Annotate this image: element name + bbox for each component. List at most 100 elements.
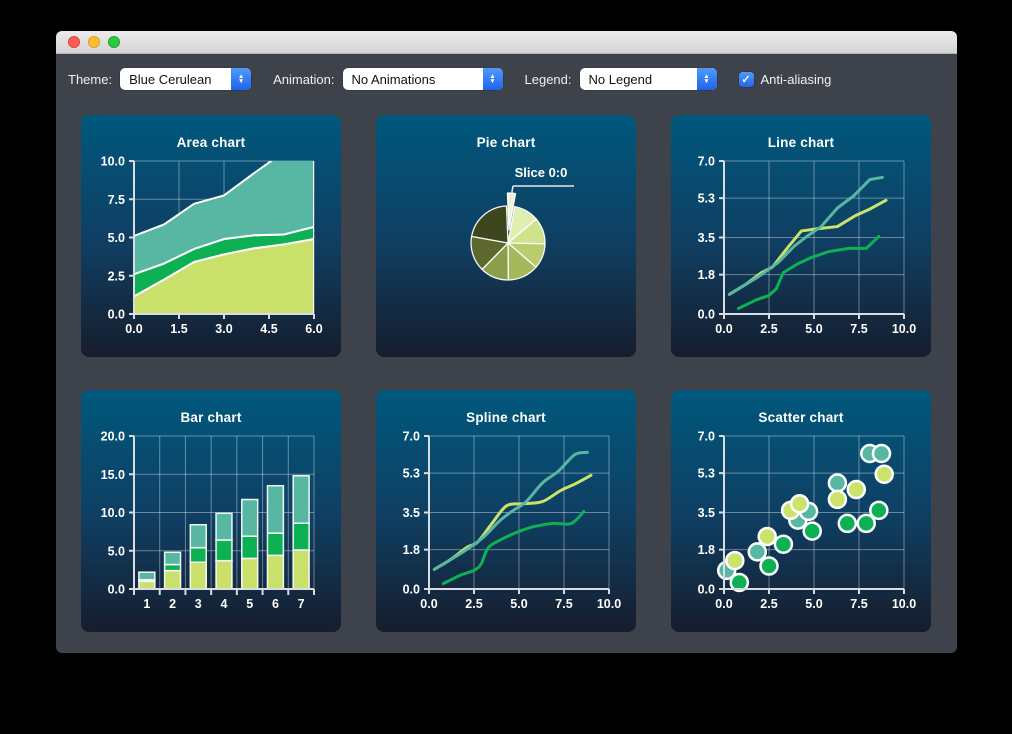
svg-text:4.5: 4.5	[260, 322, 277, 336]
legend-select-value: No Legend	[588, 71, 653, 87]
svg-text:5.3: 5.3	[698, 467, 715, 481]
svg-text:6: 6	[272, 597, 279, 611]
svg-text:0.0: 0.0	[108, 308, 125, 322]
svg-text:15.0: 15.0	[101, 468, 125, 482]
svg-text:10.0: 10.0	[892, 597, 916, 611]
pie-chart-canvas	[470, 185, 574, 281]
svg-text:10.0: 10.0	[101, 506, 125, 520]
svg-text:7.0: 7.0	[698, 155, 715, 169]
svg-text:5.0: 5.0	[108, 231, 125, 245]
svg-text:10.0: 10.0	[101, 155, 125, 169]
antialiasing-label: Anti-aliasing	[760, 71, 832, 87]
area-chart-canvas: 0.0 2.5 5.0 7.5 10.0 0.0 1.5 3.0 4.5 6.0	[101, 155, 323, 337]
svg-text:5: 5	[246, 597, 253, 611]
svg-text:3: 3	[195, 597, 202, 611]
svg-text:1.8: 1.8	[698, 543, 715, 557]
traffic-lights	[68, 36, 120, 48]
select-stepper: ▲ ▼	[231, 68, 252, 90]
svg-text:0.0: 0.0	[420, 597, 437, 611]
line-chart-title: Line chart	[767, 135, 835, 150]
theme-label: Theme:	[68, 71, 113, 87]
area-chart-title: Area chart	[176, 135, 246, 150]
chart-grid: 0.0 2.5 5.0 7.5 10.0 0.0 1.5 3.0 4.5 6.0 Area cha…	[81, 115, 931, 632]
app-window: Theme: Blue Cerulean ▲ ▼ Animation: No A…	[56, 31, 957, 653]
svg-text:7.0: 7.0	[403, 430, 420, 444]
svg-text:7: 7	[298, 597, 305, 611]
checkmark-icon: ✓	[741, 73, 751, 86]
svg-text:5.0: 5.0	[510, 597, 527, 611]
svg-text:7.5: 7.5	[108, 193, 125, 207]
svg-text:7.5: 7.5	[555, 597, 572, 611]
svg-text:10.0: 10.0	[892, 322, 916, 336]
svg-text:2.5: 2.5	[760, 597, 777, 611]
titlebar[interactable]	[56, 31, 957, 54]
svg-text:5.0: 5.0	[108, 544, 125, 558]
pie-chart-panel: Pie chart Slice 0:0	[376, 115, 636, 357]
svg-text:6.0: 6.0	[305, 322, 322, 336]
scatter-chart-panel: 0.0 1.8 3.5 5.3 7.0 0.0 2.5 5.0 7.5 10.0 Scatter …	[671, 390, 931, 632]
svg-text:1: 1	[143, 597, 150, 611]
animation-select-value: No Animations	[351, 71, 436, 87]
spline-chart-canvas: 0.0 1.8 3.5 5.3 7.0 0.0 2.5 5.0 7.5 10.0	[403, 430, 622, 612]
svg-text:7.5: 7.5	[850, 322, 867, 336]
area-chart-panel: 0.0 2.5 5.0 7.5 10.0 0.0 1.5 3.0 4.5 6.0 Area cha…	[81, 115, 341, 357]
svg-text:7.5: 7.5	[850, 597, 867, 611]
svg-text:0.0: 0.0	[403, 583, 420, 597]
select-stepper: ▲ ▼	[696, 68, 717, 90]
line-chart-panel: 0.0 1.8 3.5 5.3 7.0 0.0 2.5 5.0 7.5 10.0 Line cha…	[671, 115, 931, 357]
scatter-chart-title: Scatter chart	[758, 410, 844, 425]
svg-text:2.5: 2.5	[465, 597, 482, 611]
chevron-down-icon: ▼	[703, 78, 710, 85]
chevron-up-icon: ▲	[237, 72, 245, 80]
svg-text:3.5: 3.5	[698, 506, 715, 520]
svg-text:1.8: 1.8	[403, 543, 420, 557]
toolbar: Theme: Blue Cerulean ▲ ▼ Animation: No A…	[68, 67, 949, 91]
legend-label: Legend:	[524, 71, 572, 87]
chevron-up-icon: ▲	[703, 72, 710, 80]
svg-text:4: 4	[221, 597, 228, 611]
spline-chart-panel: 0.0 1.8 3.5 5.3 7.0 0.0 2.5 5.0 7.5 10.0 Spline c…	[376, 390, 636, 632]
minimize-button[interactable]	[88, 36, 100, 48]
pie-chart-title: Pie chart	[476, 135, 536, 150]
svg-text:0.0: 0.0	[715, 597, 732, 611]
svg-text:2.5: 2.5	[760, 322, 777, 336]
svg-text:0.0: 0.0	[715, 322, 732, 336]
svg-text:5.3: 5.3	[698, 192, 715, 206]
svg-text:5.3: 5.3	[403, 467, 420, 481]
animation-select[interactable]: No Animations ▲ ▼	[342, 68, 503, 90]
pie-slice-label: Slice 0:0	[514, 165, 568, 180]
antialiasing-checkbox[interactable]: ✓	[738, 71, 754, 87]
svg-text:1.8: 1.8	[698, 268, 715, 282]
svg-text:3.0: 3.0	[215, 322, 232, 336]
animation-label: Animation:	[273, 71, 335, 87]
spline-chart-title: Spline chart	[466, 410, 546, 425]
select-stepper: ▲ ▼	[482, 68, 503, 90]
line-chart-canvas: 0.0 1.8 3.5 5.3 7.0 0.0 2.5 5.0 7.5 10.0	[698, 155, 917, 337]
svg-text:0.0: 0.0	[108, 583, 125, 597]
svg-text:2.5: 2.5	[108, 269, 125, 283]
svg-text:20.0: 20.0	[101, 430, 125, 444]
bar-chart-panel: 0.0 5.0 10.0 15.0 20.0 1 2 3 4 5 6 7 Bar chart	[81, 390, 341, 632]
svg-text:3.5: 3.5	[403, 506, 420, 520]
bar-chart-canvas: 0.0 5.0 10.0 15.0 20.0 1 2 3 4 5 6 7	[101, 430, 315, 611]
svg-text:5.0: 5.0	[805, 322, 822, 336]
svg-text:10.0: 10.0	[597, 597, 621, 611]
close-button[interactable]	[68, 36, 80, 48]
svg-text:7.0: 7.0	[698, 430, 715, 444]
chevron-down-icon: ▼	[237, 78, 245, 85]
theme-select-value: Blue Cerulean	[129, 71, 212, 87]
svg-text:2: 2	[169, 597, 176, 611]
chevron-down-icon: ▼	[489, 78, 496, 85]
zoom-button[interactable]	[108, 36, 120, 48]
svg-text:0.0: 0.0	[698, 583, 715, 597]
bar-chart-title: Bar chart	[180, 410, 242, 425]
svg-text:5.0: 5.0	[805, 597, 822, 611]
chevron-up-icon: ▲	[489, 72, 496, 80]
svg-text:0.0: 0.0	[125, 322, 142, 336]
svg-text:0.0: 0.0	[698, 308, 715, 322]
theme-select[interactable]: Blue Cerulean ▲ ▼	[120, 68, 252, 90]
svg-text:1.5: 1.5	[170, 322, 187, 336]
svg-text:3.5: 3.5	[698, 231, 715, 245]
legend-select[interactable]: No Legend ▲ ▼	[579, 68, 717, 90]
scatter-chart-canvas: 0.0 1.8 3.5 5.3 7.0 0.0 2.5 5.0 7.5 10.0	[698, 430, 917, 612]
